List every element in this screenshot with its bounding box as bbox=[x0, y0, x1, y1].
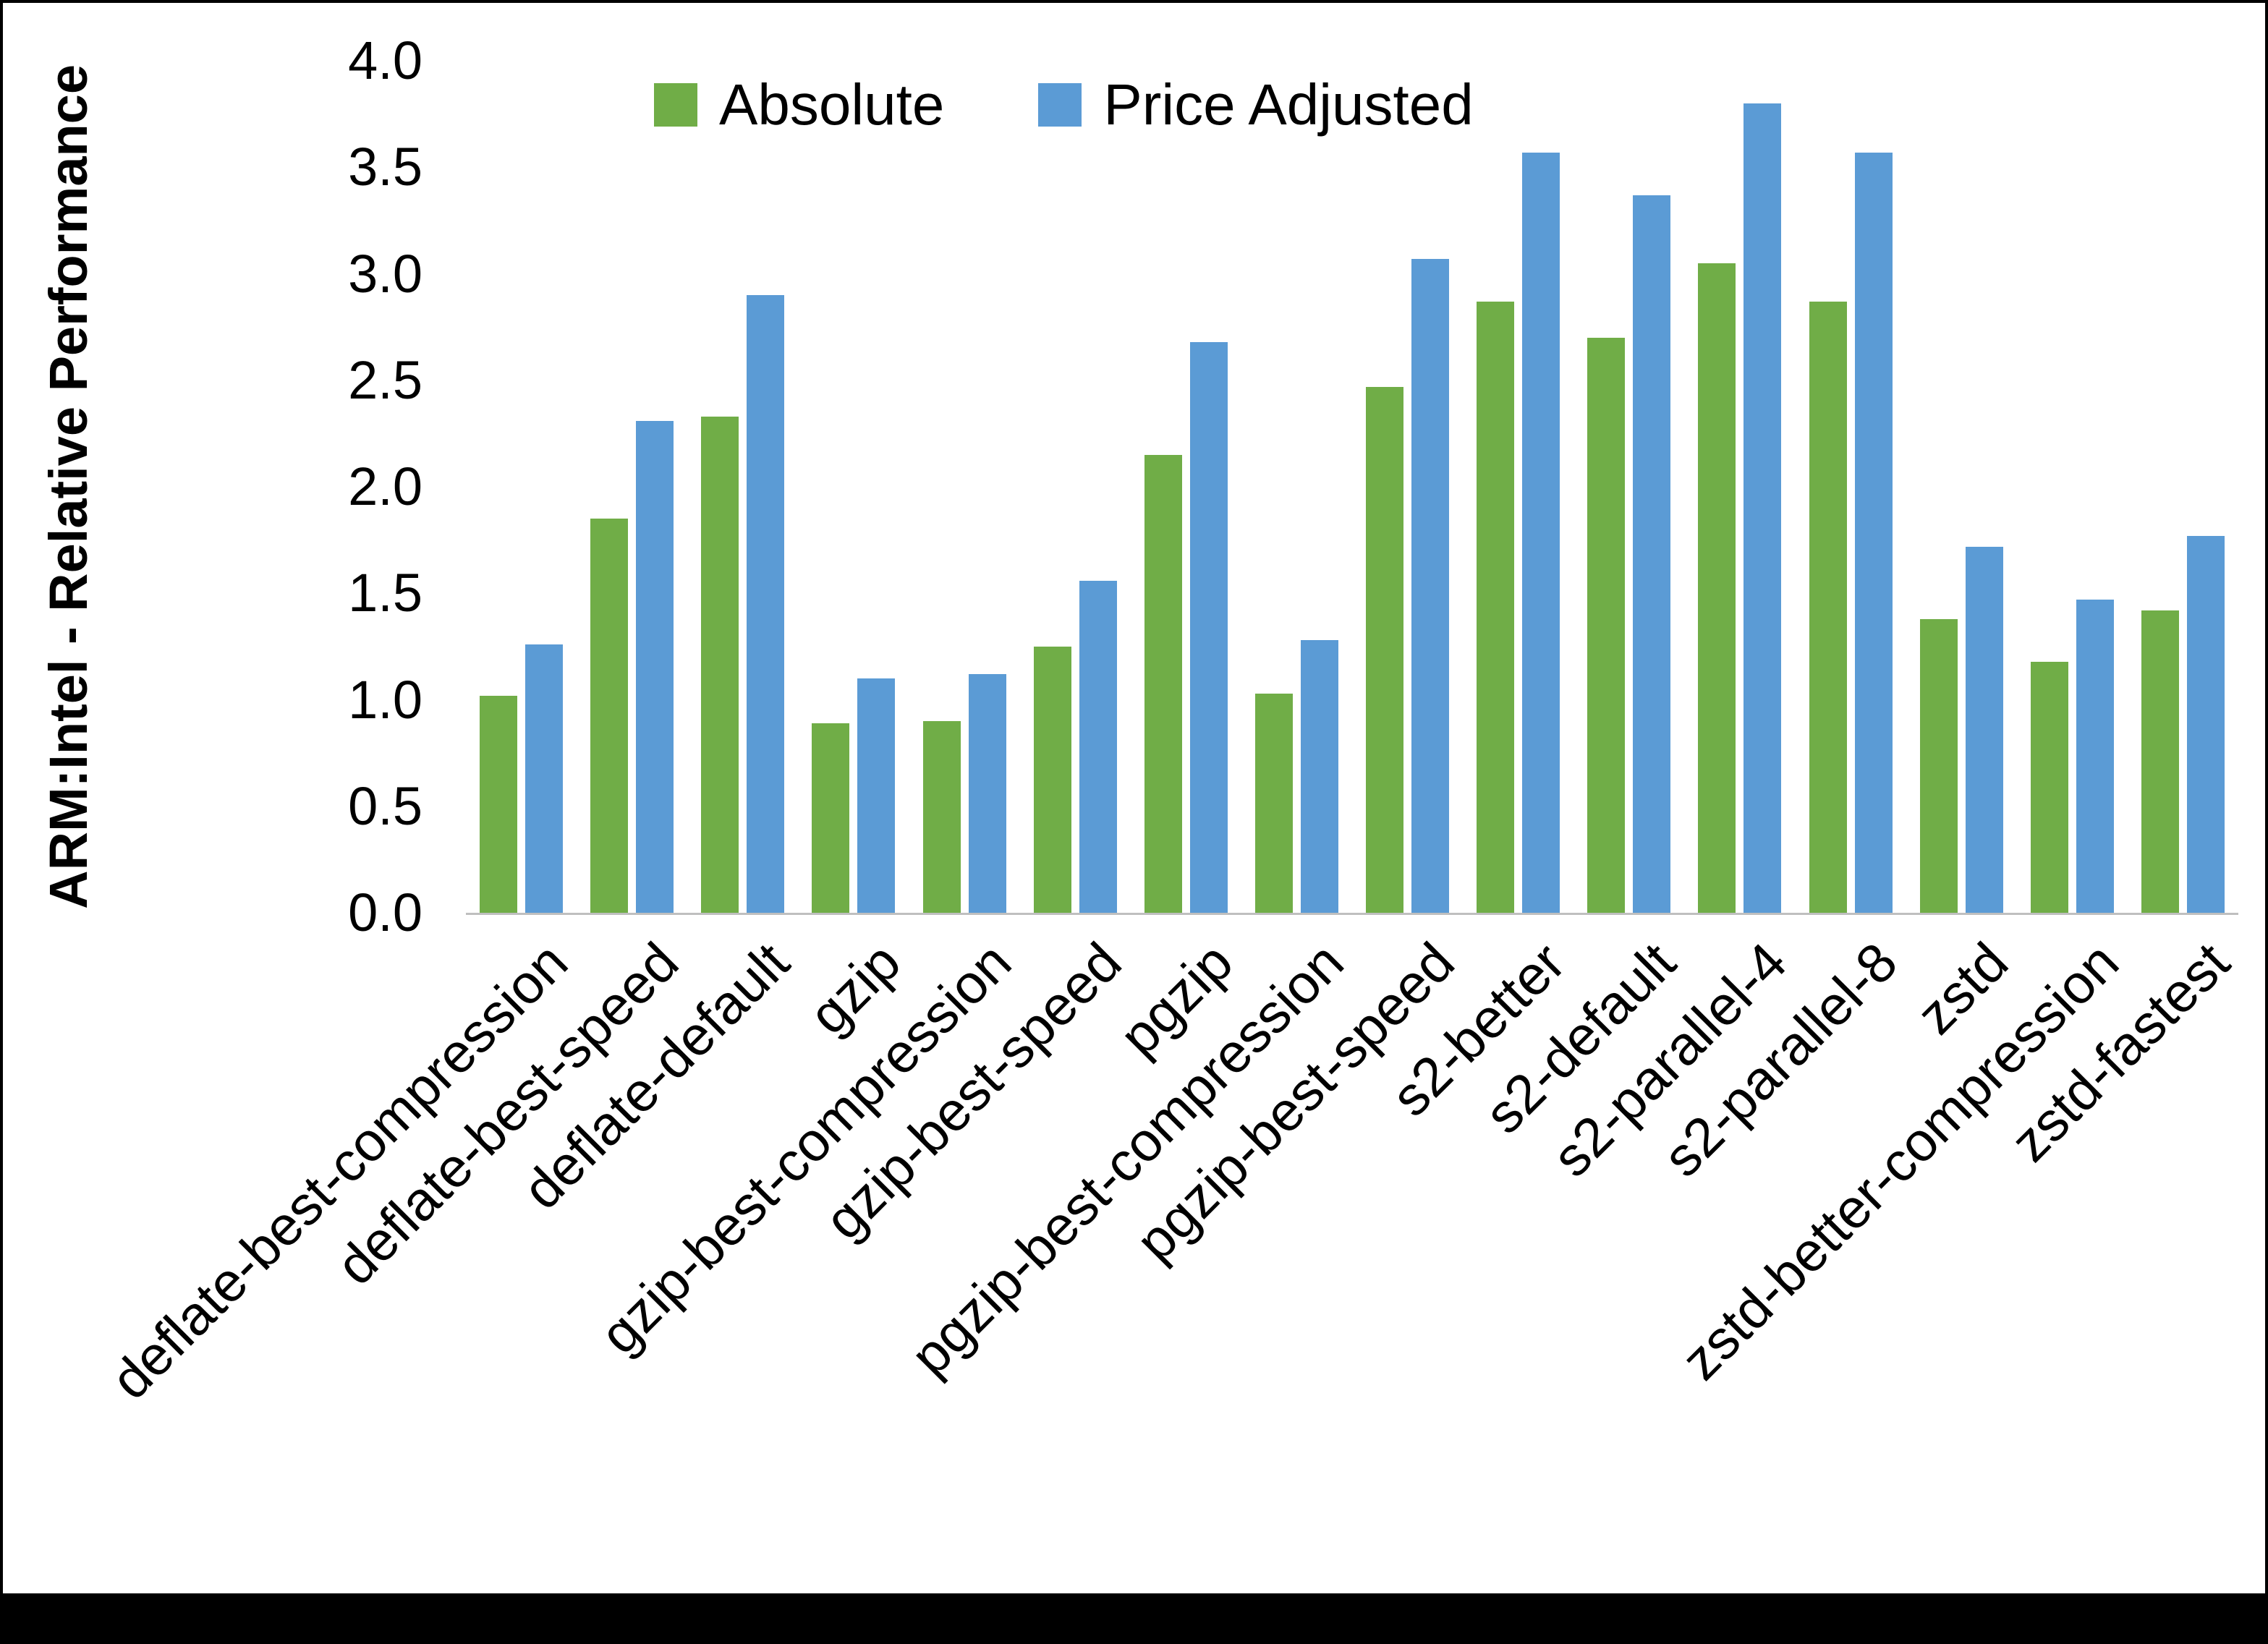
category-group-pgzip-best-compression bbox=[1241, 61, 1352, 913]
legend-swatch-absolute bbox=[654, 83, 697, 127]
y-tick-label-0.0: 0.0 bbox=[348, 882, 422, 942]
bar-price-adjusted-s2-parallel-4 bbox=[1744, 103, 1782, 913]
legend-item-absolute: Absolute bbox=[654, 72, 944, 138]
bar-price-adjusted-gzip-best-speed bbox=[1079, 580, 1117, 913]
category-group-s2-parallel-4 bbox=[1684, 61, 1795, 913]
category-group-gzip-best-speed bbox=[1020, 61, 1131, 913]
bar-absolute-deflate-default bbox=[701, 416, 739, 913]
bar-price-adjusted-zstd-fastest bbox=[2186, 535, 2225, 913]
bar-absolute-zstd bbox=[1919, 618, 1958, 913]
bar-price-adjusted-gzip bbox=[857, 678, 896, 913]
x-axis-label-deflate-best-compression: deflate-best-compression bbox=[99, 931, 580, 1412]
bar-absolute-s2-default bbox=[1587, 337, 1626, 913]
bar-absolute-s2-better bbox=[1477, 301, 1515, 913]
y-tick-label-2.5: 2.5 bbox=[348, 349, 422, 410]
legend-label: Price Adjusted bbox=[1103, 72, 1474, 137]
bar-price-adjusted-deflate-best-compression bbox=[525, 644, 564, 913]
bar-price-adjusted-zstd-better-compression bbox=[2076, 600, 2114, 913]
category-group-pgzip-best-speed bbox=[1352, 61, 1463, 913]
bottom-black-bar bbox=[3, 1593, 2265, 1641]
bar-absolute-deflate-best-speed bbox=[590, 519, 629, 913]
category-group-deflate-best-speed bbox=[577, 61, 687, 913]
bar-absolute-deflate-best-compression bbox=[480, 695, 518, 913]
bar-price-adjusted-deflate-default bbox=[747, 295, 785, 913]
legend-label: Absolute bbox=[719, 72, 945, 137]
bar-price-adjusted-pgzip bbox=[1189, 341, 1228, 913]
bar-absolute-pgzip-best-speed bbox=[1366, 386, 1404, 913]
category-group-s2-parallel-8 bbox=[1796, 61, 1906, 913]
legend-item-price-adjusted: Price Adjusted bbox=[1038, 72, 1474, 138]
bar-absolute-zstd-fastest bbox=[2141, 610, 2179, 913]
category-group-s2-default bbox=[1573, 61, 1684, 913]
bar-absolute-gzip-best-speed bbox=[1033, 646, 1071, 913]
y-tick-label-0.5: 0.5 bbox=[348, 775, 422, 836]
category-group-gzip bbox=[798, 61, 909, 913]
chart-legend: Absolute Price Adjusted bbox=[466, 72, 2238, 138]
bar-price-adjusted-s2-better bbox=[1522, 152, 1560, 913]
bar-price-adjusted-s2-parallel-8 bbox=[1854, 152, 1893, 913]
y-tick-label-3.5: 3.5 bbox=[348, 137, 422, 197]
bar-absolute-zstd-better-compression bbox=[2030, 661, 2068, 913]
category-group-deflate-default bbox=[687, 61, 798, 913]
bar-absolute-pgzip-best-compression bbox=[1254, 693, 1293, 913]
y-tick-label-4.0: 4.0 bbox=[348, 30, 422, 90]
plot-area bbox=[466, 61, 2238, 915]
category-group-zstd-fastest bbox=[2128, 61, 2238, 913]
y-axis-title: ARM:Intel - Relative Performance bbox=[38, 64, 98, 909]
bar-absolute-gzip-best-compression bbox=[922, 720, 961, 913]
bar-price-adjusted-s2-default bbox=[1633, 195, 1671, 913]
category-group-pgzip bbox=[1131, 61, 1241, 913]
category-group-zstd-better-compression bbox=[2017, 61, 2128, 913]
category-group-s2-better bbox=[1463, 61, 1573, 913]
bar-price-adjusted-pgzip-best-speed bbox=[1411, 258, 1450, 913]
bar-price-adjusted-pgzip-best-compression bbox=[1300, 640, 1338, 913]
bar-price-adjusted-gzip-best-compression bbox=[968, 674, 1006, 913]
legend-swatch-price-adjusted bbox=[1038, 83, 1082, 127]
y-tick-label-1.5: 1.5 bbox=[348, 563, 422, 623]
bar-absolute-s2-parallel-4 bbox=[1698, 263, 1736, 913]
bar-absolute-gzip bbox=[812, 723, 850, 913]
y-tick-label-1.0: 1.0 bbox=[348, 669, 422, 730]
y-axis-title-wrap: ARM:Intel - Relative Performance bbox=[21, 61, 115, 913]
category-group-zstd bbox=[1906, 61, 2017, 913]
bar-absolute-pgzip bbox=[1144, 454, 1182, 913]
y-tick-label-2.0: 2.0 bbox=[348, 456, 422, 516]
category-group-deflate-best-compression bbox=[466, 61, 577, 913]
bar-price-adjusted-zstd bbox=[1965, 546, 2003, 913]
y-tick-label-3.0: 3.0 bbox=[348, 243, 422, 304]
bar-absolute-s2-parallel-8 bbox=[1809, 301, 1847, 913]
category-group-gzip-best-compression bbox=[909, 61, 1020, 913]
bar-price-adjusted-deflate-best-speed bbox=[636, 420, 674, 913]
